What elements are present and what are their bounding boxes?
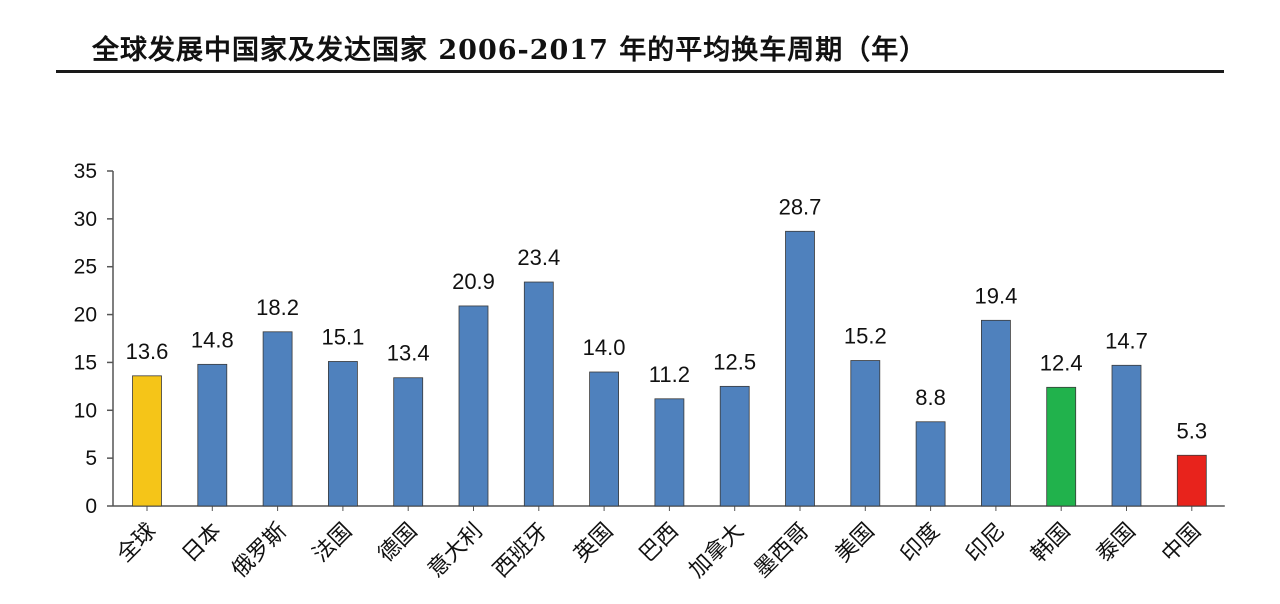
y-tick-label: 10 xyxy=(74,399,97,422)
value-label: 11.2 xyxy=(649,362,690,387)
category-label: 西班牙 xyxy=(489,519,553,583)
bar-9 xyxy=(654,398,685,507)
y-tick-label: 5 xyxy=(85,447,97,470)
bar-16 xyxy=(1111,364,1142,507)
value-label: 12.4 xyxy=(1040,350,1083,375)
value-label: 13.6 xyxy=(126,339,169,364)
category-label: 美国 xyxy=(831,519,880,568)
bar-14 xyxy=(981,319,1011,507)
bar-2 xyxy=(197,363,228,507)
category-label: 巴西 xyxy=(635,519,684,568)
value-label: 28.7 xyxy=(779,194,822,219)
category-label: 意大利 xyxy=(423,519,487,583)
bar-7 xyxy=(523,281,554,507)
category-label: 俄罗斯 xyxy=(227,519,291,583)
category-labels: 全球 日本 俄罗斯 法国 德国 意大利 西班牙 英国 巴西 加拿大 墨西哥 美国 印度 印尼 韩国 泰国 中国 xyxy=(112,518,1206,583)
category-label: 德国 xyxy=(374,519,423,568)
value-label: 13.4 xyxy=(387,341,430,366)
value-label: 19.4 xyxy=(974,283,1017,308)
value-label: 15.2 xyxy=(844,324,887,349)
bars xyxy=(132,230,1207,507)
chart-title: 全球发展中国家及发达国家 2006-2017 年的平均换车周期（年） xyxy=(92,35,928,66)
y-tick-label: 0 xyxy=(85,495,97,518)
value-label: 8.8 xyxy=(915,385,946,410)
value-label: 14.8 xyxy=(191,327,234,352)
value-label: 14.0 xyxy=(583,335,626,360)
bar-5 xyxy=(393,377,424,507)
bar-1 xyxy=(132,375,162,507)
value-label: 12.5 xyxy=(713,349,756,374)
value-label: 15.1 xyxy=(321,324,364,349)
y-tick-label: 25 xyxy=(74,256,97,279)
bar-3 xyxy=(262,331,293,507)
category-label: 中国 xyxy=(1157,519,1206,568)
bar-6 xyxy=(458,305,489,507)
category-label: 韩国 xyxy=(1027,519,1076,568)
bar-17 xyxy=(1176,454,1207,507)
y-tick-label: 15 xyxy=(74,351,97,374)
value-label: 14.7 xyxy=(1105,328,1148,353)
category-label: 日本 xyxy=(178,519,227,568)
category-label: 英国 xyxy=(570,519,619,568)
value-labels: 13.6 14.8 18.2 15.1 13.4 20.9 23.4 14.0 11.2 12.5… xyxy=(126,194,1208,443)
category-label: 印尼 xyxy=(961,519,1010,568)
category-label: 加拿大 xyxy=(684,518,749,583)
bar-13 xyxy=(915,421,946,507)
value-label: 18.2 xyxy=(256,295,299,320)
category-label: 泰国 xyxy=(1092,519,1141,568)
bar-15 xyxy=(1046,386,1077,507)
bar-11 xyxy=(785,230,815,507)
category-label: 全球 xyxy=(112,519,161,568)
category-label: 印度 xyxy=(896,519,945,568)
y-tick-label: 35 xyxy=(74,160,97,183)
category-label: 法国 xyxy=(308,519,357,568)
y-tick-label: 20 xyxy=(74,304,97,327)
category-label: 墨西哥 xyxy=(750,519,814,583)
value-label: 20.9 xyxy=(452,269,495,294)
value-label: 5.3 xyxy=(1177,418,1208,443)
bar-8 xyxy=(589,371,619,507)
x-axis xyxy=(113,505,1225,511)
y-axis: 0 5 10 15 20 25 30 35 xyxy=(74,160,114,518)
value-label: 23.4 xyxy=(517,245,560,270)
bar-4 xyxy=(327,361,358,507)
y-tick-label: 30 xyxy=(74,208,97,231)
title-divider xyxy=(56,70,1224,73)
bar-12 xyxy=(850,360,881,507)
bar-10 xyxy=(719,385,750,507)
